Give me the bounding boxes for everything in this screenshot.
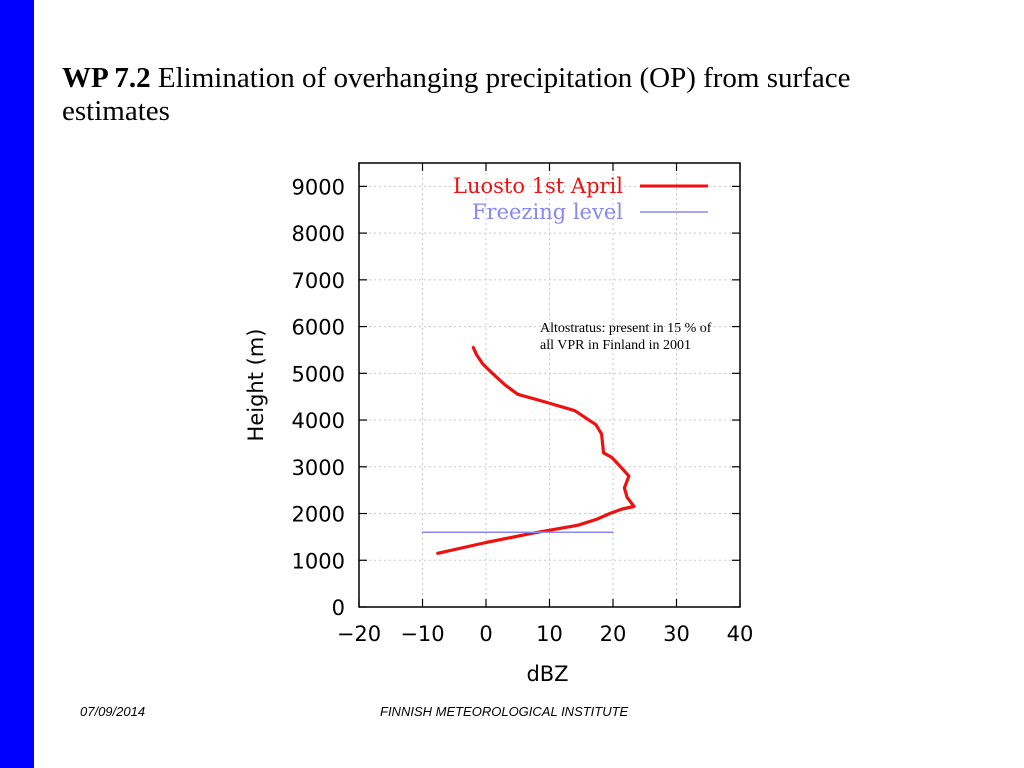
x-tick-label: −20 <box>337 622 381 646</box>
x-tick-label: 10 <box>536 622 563 646</box>
y-tick-label: 0 <box>332 596 345 620</box>
series-line <box>436 346 636 555</box>
y-tick-label: 2000 <box>292 503 345 527</box>
y-tick-label: 6000 <box>292 316 345 340</box>
slide-title-rest: Elimination of overhanging precipitation… <box>62 62 851 127</box>
y-tick-label: 1000 <box>292 549 345 573</box>
y-tick-label: 8000 <box>292 222 345 246</box>
y-axis-label: Height (m) <box>244 329 268 442</box>
footer-institute: FINNISH METEOROLOGICAL INSTITUTE <box>380 704 629 719</box>
y-tick-label: 5000 <box>292 362 345 386</box>
chart-annotation: Altostratus: present in 15 % of all VPR … <box>540 321 712 353</box>
x-tick-label: 20 <box>600 622 627 646</box>
y-tick-label: 3000 <box>292 456 345 480</box>
legend-label: Luosto 1st April <box>453 174 623 198</box>
slide-title: WP 7.2 Elimination of overhanging precip… <box>62 62 962 128</box>
y-tick-label: 4000 <box>292 409 345 433</box>
slide-title-bold: WP 7.2 <box>62 62 151 94</box>
x-tick-label: 30 <box>663 622 690 646</box>
slide-side-bar <box>0 0 34 768</box>
x-tick-label: 0 <box>479 622 492 646</box>
x-tick-label: −10 <box>400 622 444 646</box>
y-tick-label: 7000 <box>292 269 345 293</box>
legend-label: Freezing level <box>472 200 623 224</box>
x-axis-label: dBZ <box>526 662 568 686</box>
footer-date: 07/09/2014 <box>80 704 146 719</box>
x-tick-label: 40 <box>727 622 754 646</box>
y-tick-label: 9000 <box>292 175 345 199</box>
